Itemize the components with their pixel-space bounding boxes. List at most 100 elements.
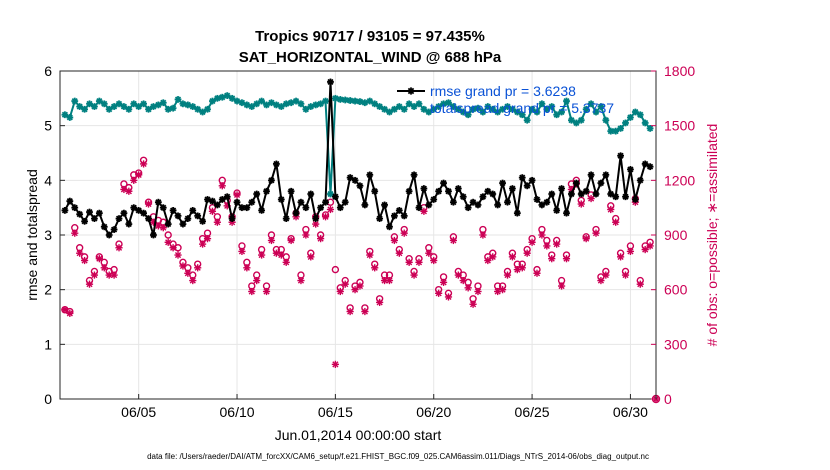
rmse-point — [317, 204, 325, 212]
rmse-point — [331, 193, 339, 201]
rmse-point — [494, 201, 502, 209]
totalspread-point — [169, 104, 177, 112]
rmse-point — [115, 215, 123, 222]
rmse-point — [361, 201, 369, 209]
y-tick-label-left: 1 — [44, 336, 52, 352]
rmse-point — [164, 220, 172, 228]
totalspread-point — [91, 103, 98, 110]
rmse-point — [76, 210, 84, 218]
totalspread-point — [204, 105, 211, 113]
totalspread-point — [425, 108, 433, 116]
y-tick-label-left: 5 — [44, 118, 52, 134]
rmse-point — [489, 190, 497, 198]
rmse-point — [223, 193, 231, 201]
totalspread-point — [253, 100, 261, 108]
obs-assimilated-point — [258, 251, 266, 259]
y-tick-label-right: 300 — [664, 336, 688, 352]
totalspread-point — [346, 97, 354, 104]
rmse-point — [622, 193, 629, 201]
obs-assimilated-point — [199, 240, 207, 248]
rmse-point — [150, 231, 157, 239]
totalspread-point — [223, 92, 231, 99]
totalspread-point — [577, 116, 585, 124]
totalspread-point — [518, 111, 526, 119]
rmse-point — [120, 209, 128, 217]
rmse-point — [184, 215, 192, 222]
obs-assimilated-point — [449, 236, 457, 245]
rmse-point — [238, 204, 246, 212]
totalspread-point — [592, 108, 600, 116]
rmse-point — [464, 204, 472, 212]
rmse-point — [154, 198, 162, 206]
obs-assimilated-point — [636, 280, 644, 288]
totalspread-point — [449, 103, 457, 110]
totalspread-point — [71, 97, 79, 105]
totalspread-point — [194, 105, 202, 113]
rmse-point — [105, 231, 113, 239]
totalspread-point — [572, 119, 580, 127]
y-tick-label-right: 0 — [664, 391, 672, 407]
rmse-point — [548, 190, 556, 198]
obs-assimilated-point — [76, 249, 84, 257]
rmse-point — [233, 198, 241, 206]
obs-assimilated-point — [356, 282, 364, 290]
rmse-point — [209, 197, 216, 205]
rmse-point — [248, 198, 256, 206]
rmse-point — [518, 174, 526, 181]
obs-assimilated-point — [484, 256, 492, 265]
obs-assimilated-point — [548, 255, 556, 263]
y-axis-label-right: # of obs: o=possible; ∗=assimilated — [704, 124, 720, 347]
rmse-point — [356, 182, 364, 190]
rmse-point — [140, 209, 147, 217]
obs-assimilated-point — [592, 229, 600, 237]
totalspread-point — [494, 108, 502, 116]
rmse-point — [631, 196, 639, 203]
totalspread-point — [459, 108, 467, 116]
totalspread-point — [602, 116, 610, 124]
y-tick-label-left: 4 — [44, 172, 52, 188]
rmse-point — [381, 201, 388, 209]
obs-assimilated-point — [395, 249, 403, 257]
totalspread-point — [145, 105, 152, 113]
totalspread-point — [543, 105, 551, 113]
obs-assimilated-point — [400, 229, 408, 237]
rmse-point — [558, 185, 565, 192]
rmse-point — [592, 190, 600, 198]
chart-title: Tropics 90717 / 93105 = 97.435% — [255, 28, 485, 45]
totalspread-point — [474, 104, 482, 112]
obs-assimilated-point — [543, 242, 551, 250]
obs-assimilated-point — [331, 360, 339, 368]
y-tick-label-left: 0 — [44, 391, 52, 407]
rmse-point — [568, 190, 575, 198]
rmse-point — [71, 204, 79, 212]
rmse-point — [336, 204, 344, 212]
right-axis: 0 300 600 900 1200 1500 1800 — [651, 63, 695, 407]
obs-assimilated-point — [621, 271, 630, 279]
obs-assimilated-point — [489, 253, 497, 261]
totalspread-point — [189, 103, 197, 110]
obs-assimilated-point — [130, 176, 138, 184]
totalspread-point — [371, 100, 379, 108]
rmse-point — [415, 204, 423, 212]
totalspread-point — [646, 125, 654, 132]
obs-assimilated-point — [361, 307, 369, 316]
totalspread-point — [66, 114, 74, 121]
obs-assimilated-point — [248, 287, 256, 296]
obs-assimilated-point — [144, 200, 153, 208]
rmse-point — [390, 212, 398, 220]
rmse-point — [376, 215, 384, 222]
totalspread-point — [513, 108, 521, 116]
obs-assimilated-point — [262, 287, 271, 296]
rmse-point — [91, 215, 98, 222]
obs-assimilated-point — [267, 236, 276, 245]
obs-assimilated-point — [100, 264, 108, 272]
rmse-point — [627, 166, 634, 173]
rmse-point — [277, 196, 285, 203]
y-tick-label-left: 6 — [44, 63, 52, 79]
rmse-point — [199, 217, 207, 225]
totalspread-point — [538, 100, 546, 108]
y-tick-label-left: 3 — [44, 227, 52, 243]
obs-assimilated-point — [243, 264, 251, 272]
totalspread-point — [86, 100, 93, 108]
rmse-point — [371, 187, 379, 195]
